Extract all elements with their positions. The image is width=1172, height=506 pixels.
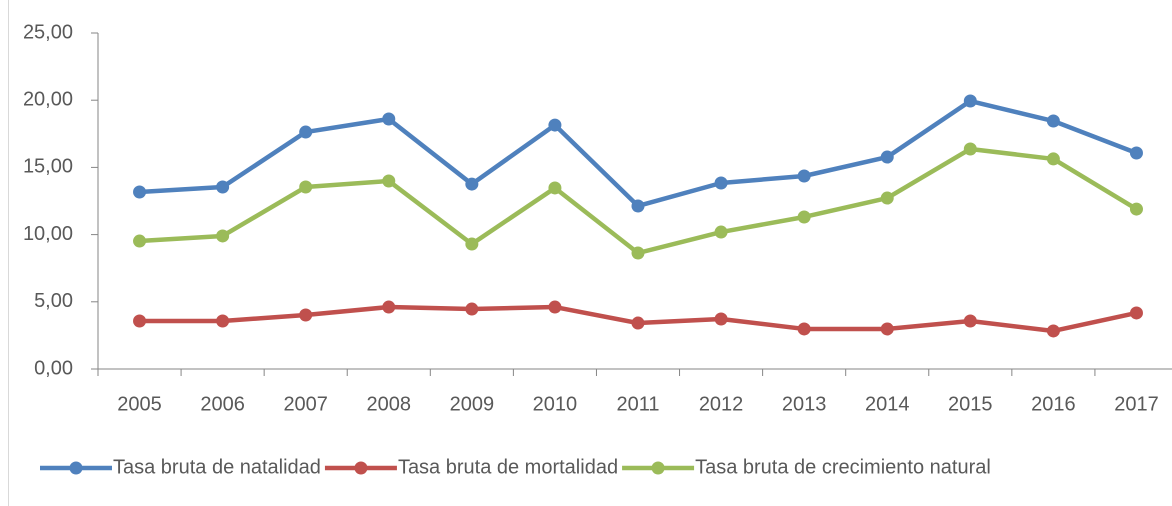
- y-tick-label: 15,00: [23, 156, 73, 178]
- data-point: [465, 177, 479, 191]
- data-point: [880, 191, 894, 205]
- data-point: [382, 112, 396, 126]
- data-point: [548, 118, 562, 132]
- data-point: [714, 312, 728, 326]
- x-tick-label: 2015: [948, 393, 993, 415]
- chart-border: [8, 0, 9, 506]
- legend-marker: [69, 461, 83, 475]
- legend-label: Tasa bruta de natalidad: [113, 456, 321, 478]
- legend-marker: [354, 461, 368, 475]
- x-tick-label: 2011: [616, 393, 659, 415]
- data-point: [382, 174, 396, 188]
- data-point: [1046, 152, 1060, 166]
- data-point: [299, 308, 313, 322]
- data-point: [216, 229, 230, 243]
- legend-marker: [651, 461, 665, 475]
- data-point: [963, 314, 977, 328]
- data-point: [714, 225, 728, 239]
- data-point: [216, 180, 230, 194]
- x-tick-label: 2008: [367, 393, 412, 415]
- data-point: [465, 237, 479, 251]
- y-tick-label: 20,00: [23, 88, 73, 110]
- data-point: [1129, 202, 1143, 216]
- data-point: [548, 300, 562, 314]
- series-line: [139, 98, 1138, 209]
- data-point: [631, 199, 645, 213]
- data-point: [797, 322, 811, 336]
- data-point: [465, 302, 479, 316]
- data-point: [382, 300, 396, 314]
- x-tick-label: 2005: [117, 393, 162, 415]
- data-point: [631, 316, 645, 330]
- y-tick-label: 5,00: [34, 290, 73, 312]
- data-point: [216, 314, 230, 328]
- data-point: [714, 176, 728, 190]
- data-point: [1046, 324, 1060, 338]
- data-point: [631, 246, 645, 260]
- data-point: [880, 150, 894, 164]
- data-point: [299, 180, 313, 194]
- x-tick-label: 2010: [533, 393, 578, 415]
- data-point: [1129, 146, 1143, 160]
- data-point: [1129, 306, 1143, 320]
- data-point: [797, 169, 811, 183]
- data-point: [963, 142, 977, 156]
- data-point: [548, 181, 562, 195]
- data-point: [880, 322, 894, 336]
- data-point: [1046, 114, 1060, 128]
- data-point: [797, 210, 811, 224]
- x-tick-label: 2007: [283, 393, 328, 415]
- data-point: [133, 185, 147, 199]
- legend-label: Tasa bruta de crecimiento natural: [695, 456, 991, 478]
- data-point: [133, 234, 147, 248]
- x-tick-label: 2012: [699, 393, 744, 415]
- x-tick-label: 2006: [200, 393, 245, 415]
- y-tick-label: 25,00: [23, 21, 73, 43]
- y-tick-label: 10,00: [23, 223, 73, 245]
- x-tick-label: 2013: [782, 393, 827, 415]
- data-point: [963, 94, 977, 108]
- data-point: [299, 125, 313, 139]
- x-tick-label: 2009: [450, 393, 495, 415]
- y-tick-label: 0,00: [34, 357, 73, 379]
- x-tick-label: 2014: [865, 393, 910, 415]
- data-point: [133, 314, 147, 328]
- legend-label: Tasa bruta de mortalidad: [398, 456, 618, 478]
- x-tick-label: 2017: [1114, 393, 1159, 415]
- x-tick-label: 2016: [1031, 393, 1076, 415]
